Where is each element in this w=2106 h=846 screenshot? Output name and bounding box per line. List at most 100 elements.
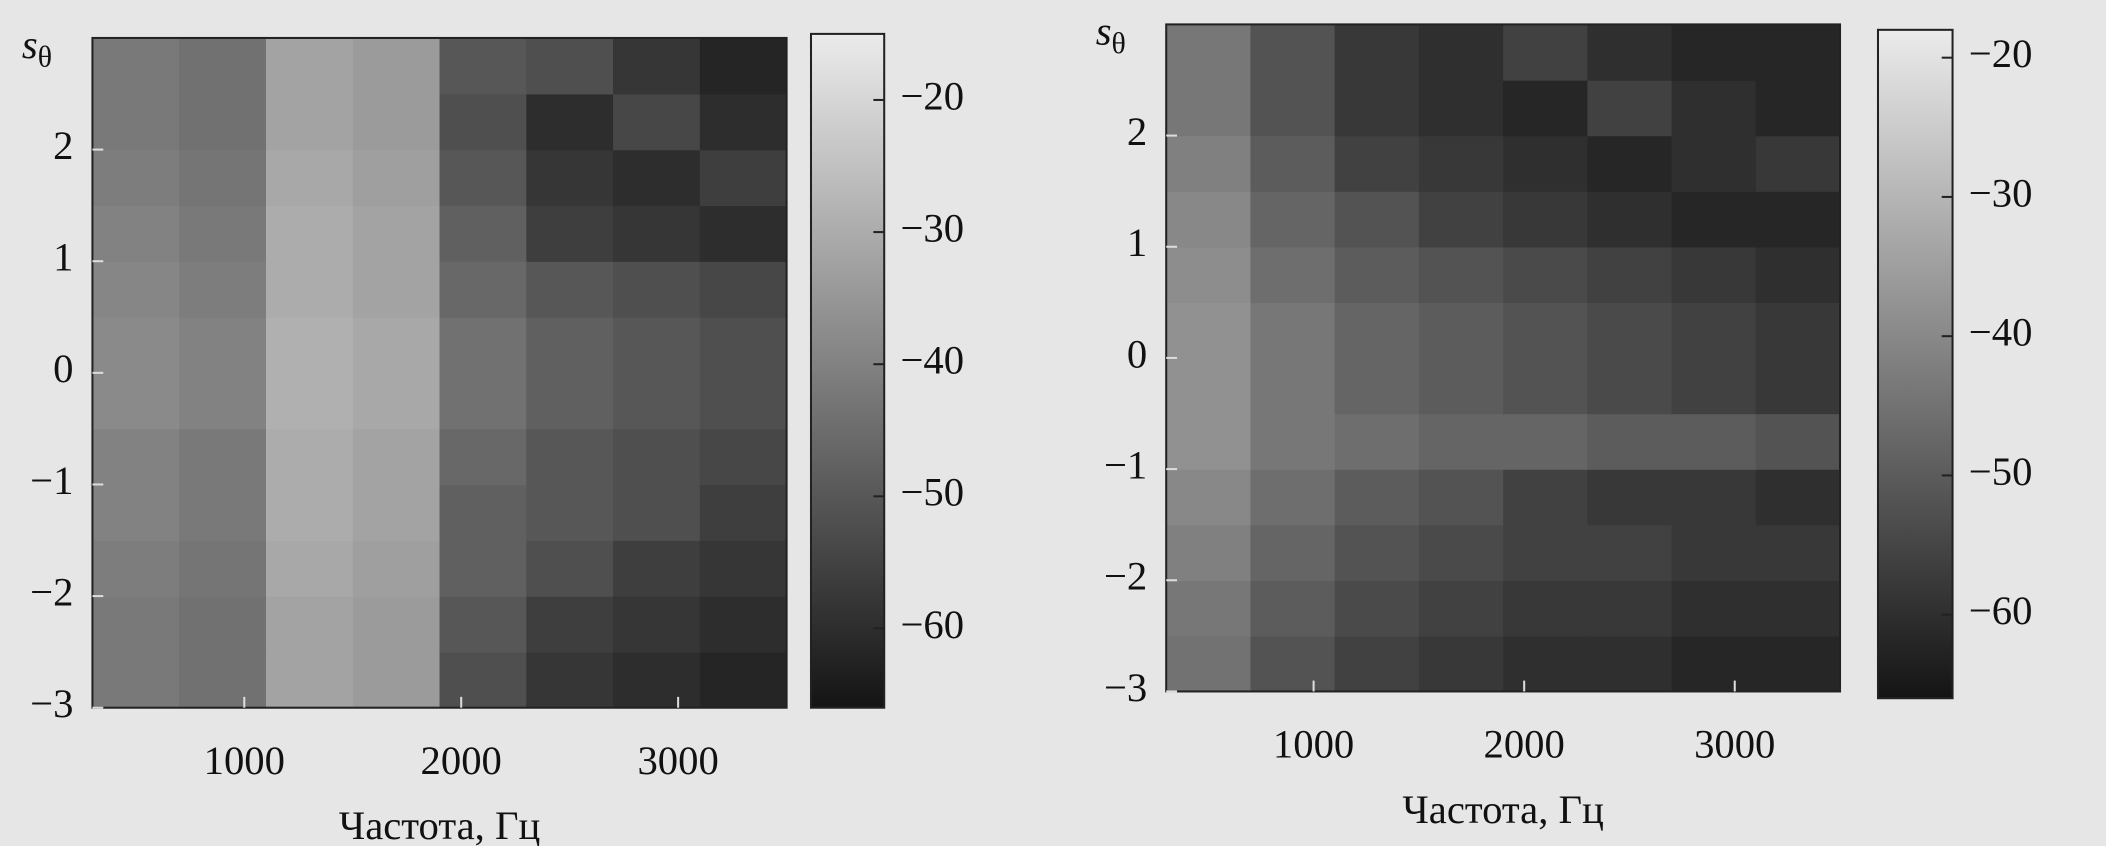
heatmap-cell: [440, 205, 527, 261]
y-tick-label: 1: [1127, 220, 1147, 265]
heatmap-cell: [700, 261, 787, 317]
y-tick-label: −1: [30, 458, 73, 503]
heatmap-cell: [526, 38, 613, 94]
heatmap-cell: [1756, 525, 1841, 581]
heatmap-cell: [1503, 191, 1588, 247]
heatmap-cell: [1250, 358, 1335, 414]
heatmap-cell: [1587, 414, 1672, 470]
heatmap-cell: [1250, 24, 1335, 80]
colorbar-tick-label: −30: [900, 205, 964, 250]
heatmap-cell: [700, 484, 787, 540]
heatmap-cell: [1756, 136, 1841, 192]
y-axis-label-subscript: θ: [1112, 27, 1126, 60]
heatmap-cell: [613, 261, 700, 317]
heatmap-cell: [1335, 302, 1420, 358]
heatmap-cell: [266, 38, 353, 94]
heatmap-cell: [1250, 136, 1335, 192]
heatmap-cell: [1672, 469, 1757, 525]
y-tick-label: 2: [53, 123, 73, 168]
heatmap-cell: [700, 317, 787, 373]
x-tick-label: 2000: [421, 738, 502, 783]
heatmap-cell: [1672, 80, 1757, 136]
colorbar-tick-label: −40: [1969, 310, 2033, 355]
x-tick-label: 3000: [1694, 722, 1775, 767]
heatmap-cell: [700, 150, 787, 206]
y-tick-label: −2: [1104, 554, 1147, 599]
colorbar-tick-label: −60: [900, 602, 964, 647]
heatmap-cell: [1335, 580, 1420, 636]
heatmap-cell: [1250, 636, 1335, 692]
heatmap-cell: [613, 38, 700, 94]
heatmap-cell: [1419, 469, 1504, 525]
heatmap-cell: [92, 429, 179, 485]
heatmap-cell: [1672, 580, 1757, 636]
heatmap-cell: [179, 596, 266, 652]
heatmap-cell: [353, 94, 440, 150]
heatmap-cell: [1335, 24, 1420, 80]
y-axis-label-subscript: θ: [38, 40, 52, 73]
heatmap-cell: [1166, 191, 1251, 247]
heatmap-cell: [1756, 80, 1841, 136]
heatmap-cell: [1672, 247, 1757, 303]
heatmap-cell: [700, 38, 787, 94]
heatmap-cell: [613, 150, 700, 206]
heatmap-cell: [353, 652, 440, 708]
heatmap-cell: [440, 596, 527, 652]
heatmap-cell: [266, 429, 353, 485]
heatmap-cell: [1587, 302, 1672, 358]
y-axis-label-base: s: [22, 22, 38, 67]
heatmap-cell: [1250, 302, 1335, 358]
heatmap-cell: [440, 373, 527, 429]
heatmap-cell: [1503, 247, 1588, 303]
heatmap-cell: [1419, 191, 1504, 247]
heatmap-cell: [179, 652, 266, 708]
heatmap-cell: [613, 373, 700, 429]
heatmap-cell: [526, 205, 613, 261]
heatmap-cell: [1419, 636, 1504, 692]
heatmap-cell: [613, 484, 700, 540]
x-axis-label: Частота, Гц: [1402, 787, 1603, 832]
heatmap-cell: [1587, 580, 1672, 636]
heatmap-cell: [1756, 469, 1841, 525]
heatmap-cell: [1756, 580, 1841, 636]
heatmap-cell: [1503, 24, 1588, 80]
heatmap-cell: [353, 38, 440, 94]
heatmap-cell: [266, 596, 353, 652]
heatmap-cell: [440, 652, 527, 708]
heatmap-cell: [1166, 358, 1251, 414]
page: 100020003000−3−2−1012sθЧастота, Гц−20−30…: [0, 0, 2106, 846]
heatmap-cell: [613, 94, 700, 150]
heatmap-cell: [92, 38, 179, 94]
heatmap-cell: [1419, 525, 1504, 581]
heatmap-cell: [179, 150, 266, 206]
heatmap-cell: [179, 261, 266, 317]
x-tick-label: 1000: [1273, 722, 1354, 767]
heatmap-cell: [179, 317, 266, 373]
heatmap-cell: [440, 484, 527, 540]
y-tick-label: 1: [53, 235, 73, 280]
heatmap-cell: [353, 150, 440, 206]
heatmap-cell: [1756, 414, 1841, 470]
heatmap-cell: [1587, 191, 1672, 247]
heatmap-cell: [92, 373, 179, 429]
heatmap-cell: [266, 150, 353, 206]
y-tick-label: 0: [1127, 331, 1147, 376]
heatmap-cell: [353, 317, 440, 373]
heatmap-cell: [440, 261, 527, 317]
heatmap-cell: [1250, 80, 1335, 136]
heatmap-cell: [526, 484, 613, 540]
heatmap-cell: [1672, 636, 1757, 692]
heatmap-cell: [92, 317, 179, 373]
heatmap-cell: [440, 94, 527, 150]
x-tick-label: 2000: [1484, 722, 1565, 767]
y-tick-label: −3: [30, 681, 73, 726]
heatmap-cell: [1672, 302, 1757, 358]
heatmap-cell: [526, 596, 613, 652]
heatmap-cell: [92, 150, 179, 206]
heatmap-cell: [1672, 191, 1757, 247]
heatmap-cell: [179, 94, 266, 150]
heatmap-cell: [1335, 525, 1420, 581]
heatmap-cell: [92, 652, 179, 708]
colorbar: [811, 34, 884, 708]
heatmap-cell: [1672, 525, 1757, 581]
